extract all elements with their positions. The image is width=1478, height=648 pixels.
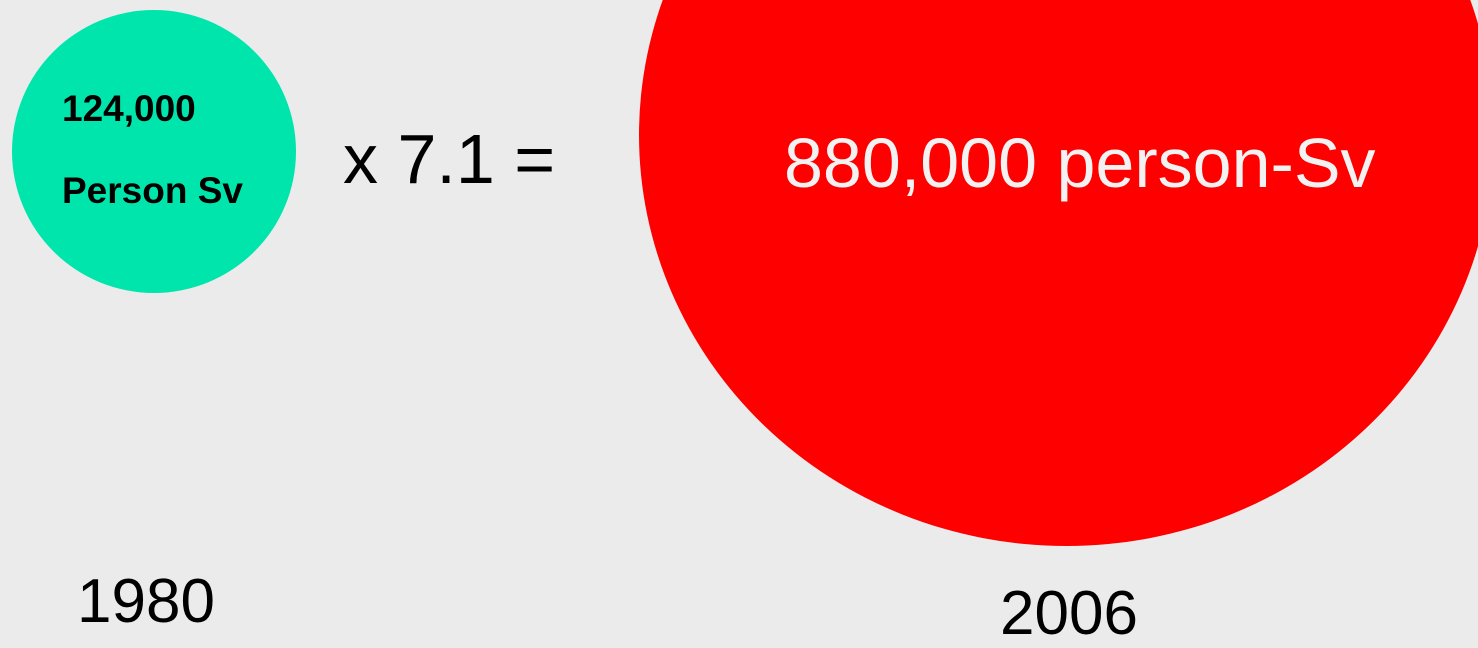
value-2006: 880,000 person-Sv [784,124,1376,202]
year-2006: 2006 [1000,579,1138,648]
unit-1980: Person Sv [62,170,243,211]
year-1980: 1980 [77,567,215,636]
value-1980: 124,000 [62,88,196,129]
circle-2006 [639,0,1478,546]
circle-1980 [12,10,296,293]
multiplier-label: x 7.1 = [343,120,556,198]
